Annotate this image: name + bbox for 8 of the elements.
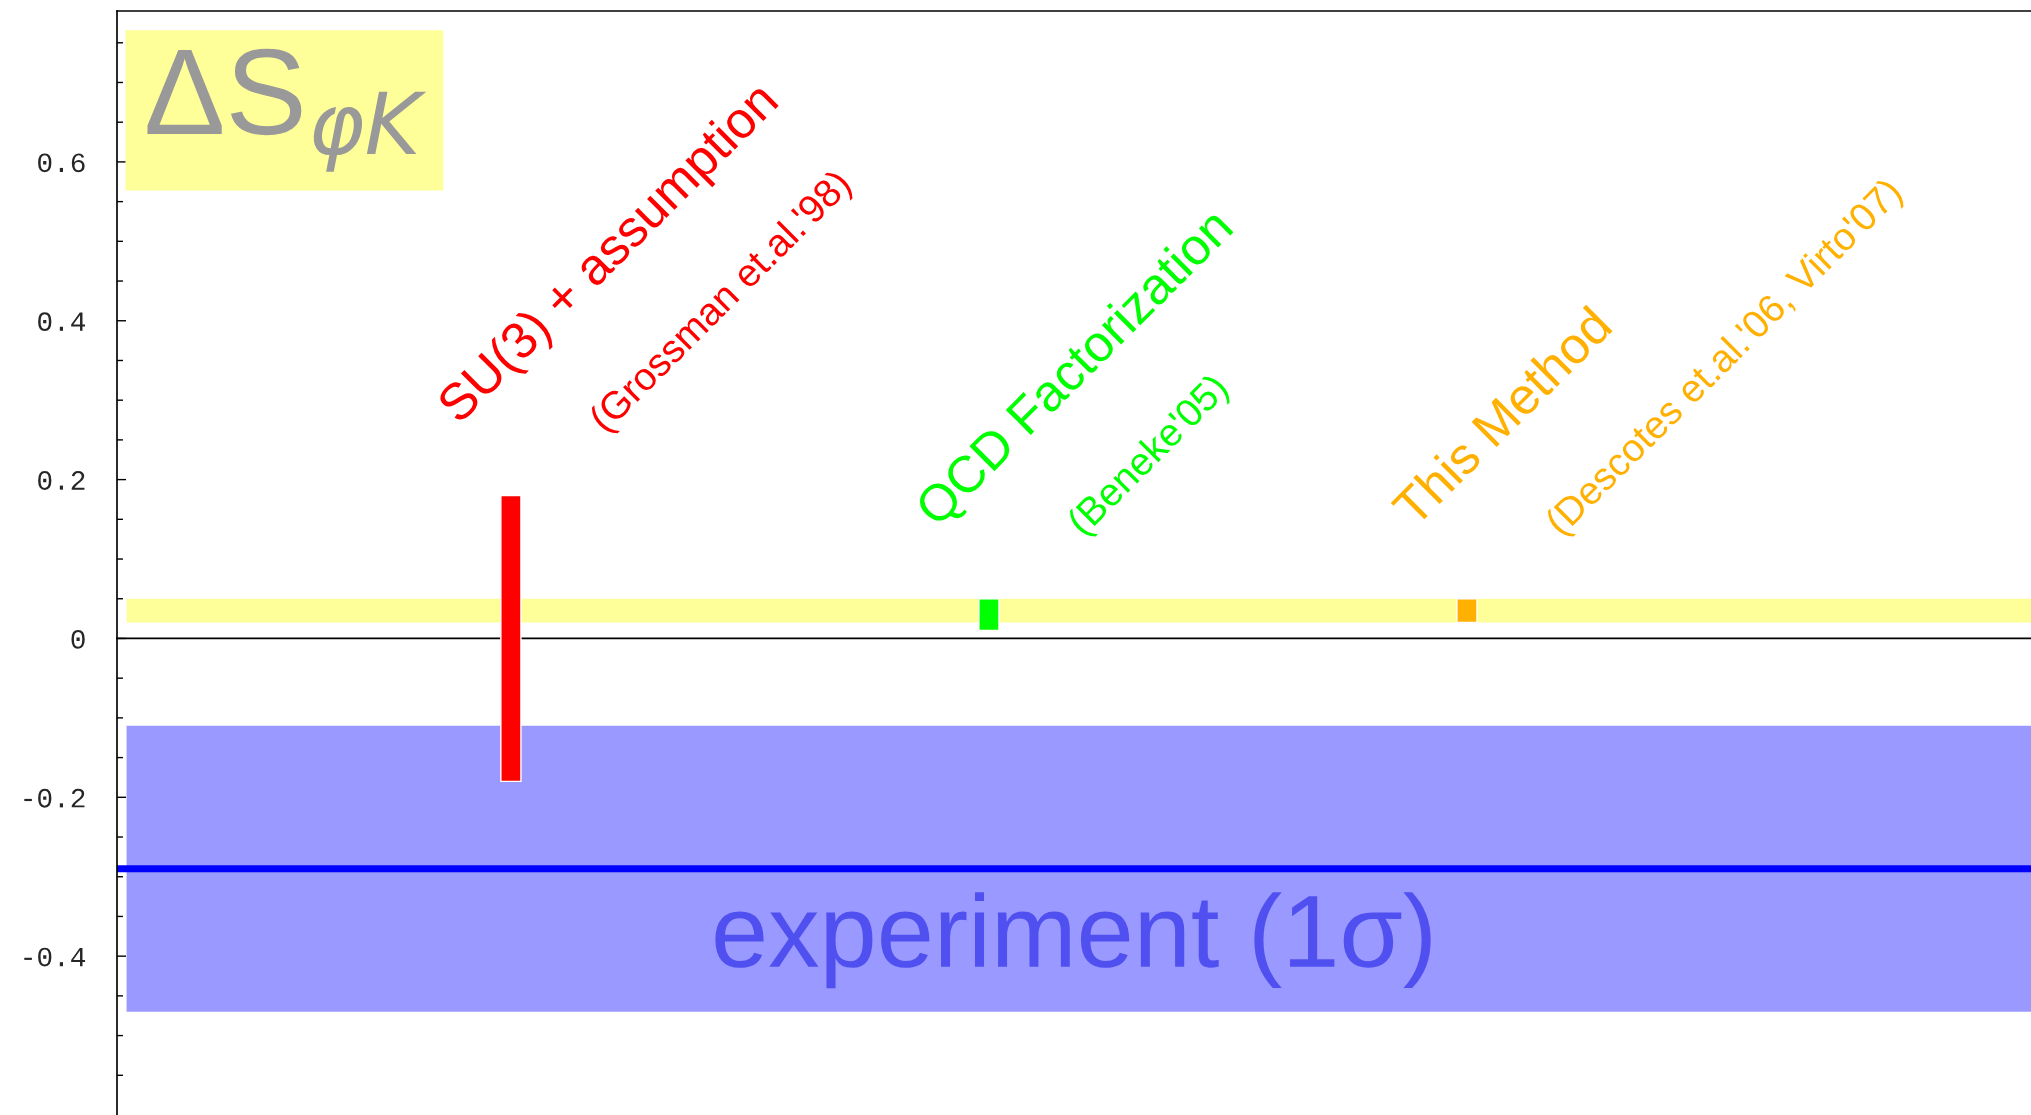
y-tick-label: 0	[71, 629, 85, 649]
y-tick-label: 0.6	[38, 153, 85, 173]
y-tick-label: 0.2	[38, 471, 85, 490]
y-tick-label: -0.4	[24, 947, 86, 967]
band-label: experiment (1σ)	[715, 892, 1431, 989]
y-tick-label: -0.2	[24, 788, 85, 808]
chart-title: ΔS$_{φK}$	[147, 48, 427, 172]
y-tick-label: 0.4	[38, 312, 86, 332]
